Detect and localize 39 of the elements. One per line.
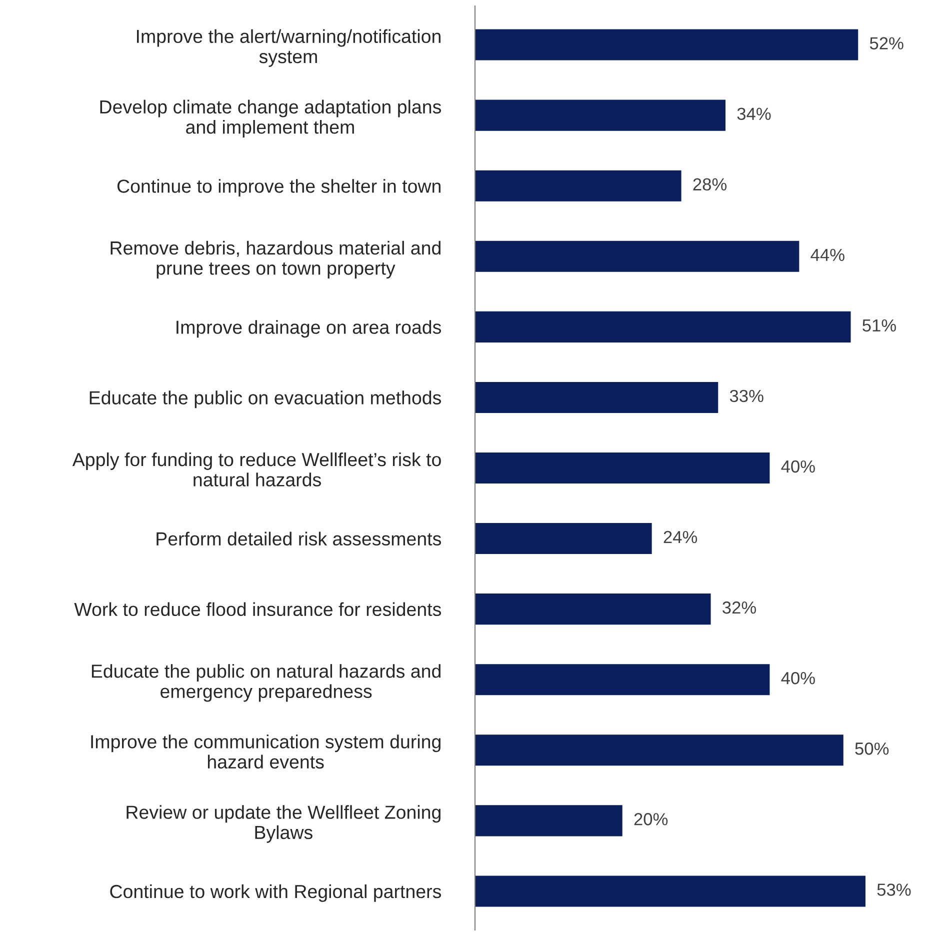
bar <box>475 311 851 342</box>
bar <box>475 100 726 131</box>
y-tick-label: Educate the public on evacuation methods <box>90 390 442 408</box>
bar <box>475 452 770 484</box>
data-label: 40% <box>781 460 815 473</box>
data-label: 24% <box>664 530 698 544</box>
data-label: 53% <box>877 884 911 896</box>
y-tick-label: Continue to work with Regional partners <box>110 884 442 902</box>
data-label: 52% <box>870 37 904 50</box>
data-label: 40% <box>781 672 815 684</box>
bar <box>475 805 622 836</box>
y-tick-label: Review or update the Wellfleet Zoning Bylaws <box>126 805 440 843</box>
data-label: 50% <box>855 742 889 755</box>
y-tick-label: Work to reduce flood insurance for residents <box>74 602 442 616</box>
data-label: 20% <box>634 813 668 826</box>
data-label: 32% <box>722 601 756 614</box>
bar <box>475 876 866 907</box>
bar <box>475 594 711 625</box>
y-tick-label: Continue to improve the shelter in town <box>117 179 440 197</box>
y-tick-label: Educate the public on natural hazards and emergency preparedness <box>92 664 440 702</box>
data-label: 33% <box>730 390 764 402</box>
data-label: 44% <box>810 248 844 261</box>
bar <box>475 523 652 554</box>
y-tick-label: Perform detailed risk assessments <box>156 532 442 546</box>
bar <box>475 170 682 202</box>
bar <box>475 382 718 413</box>
data-label: 51% <box>862 319 896 332</box>
bar <box>475 734 844 766</box>
y-tick-label: Develop climate change adaptation plans and implement them <box>100 100 442 138</box>
data-label: 34% <box>737 108 771 120</box>
bar <box>475 240 800 272</box>
y-tick-label: Remove debris, hazardous material and prune trees on town property <box>110 240 440 279</box>
y-tick-label: Improve the alert/warning/notification system <box>137 29 440 67</box>
y-tick-label: Improve drainage on area roads <box>176 320 442 338</box>
bar <box>475 664 770 696</box>
y-tick-label: Apply for funding to reduce Wellfleet’s risk to natural hazards <box>72 452 441 486</box>
data-label: 28% <box>693 178 727 191</box>
bar <box>475 29 858 60</box>
y-tick-label: Improve the communication system during hazard events <box>91 734 440 769</box>
